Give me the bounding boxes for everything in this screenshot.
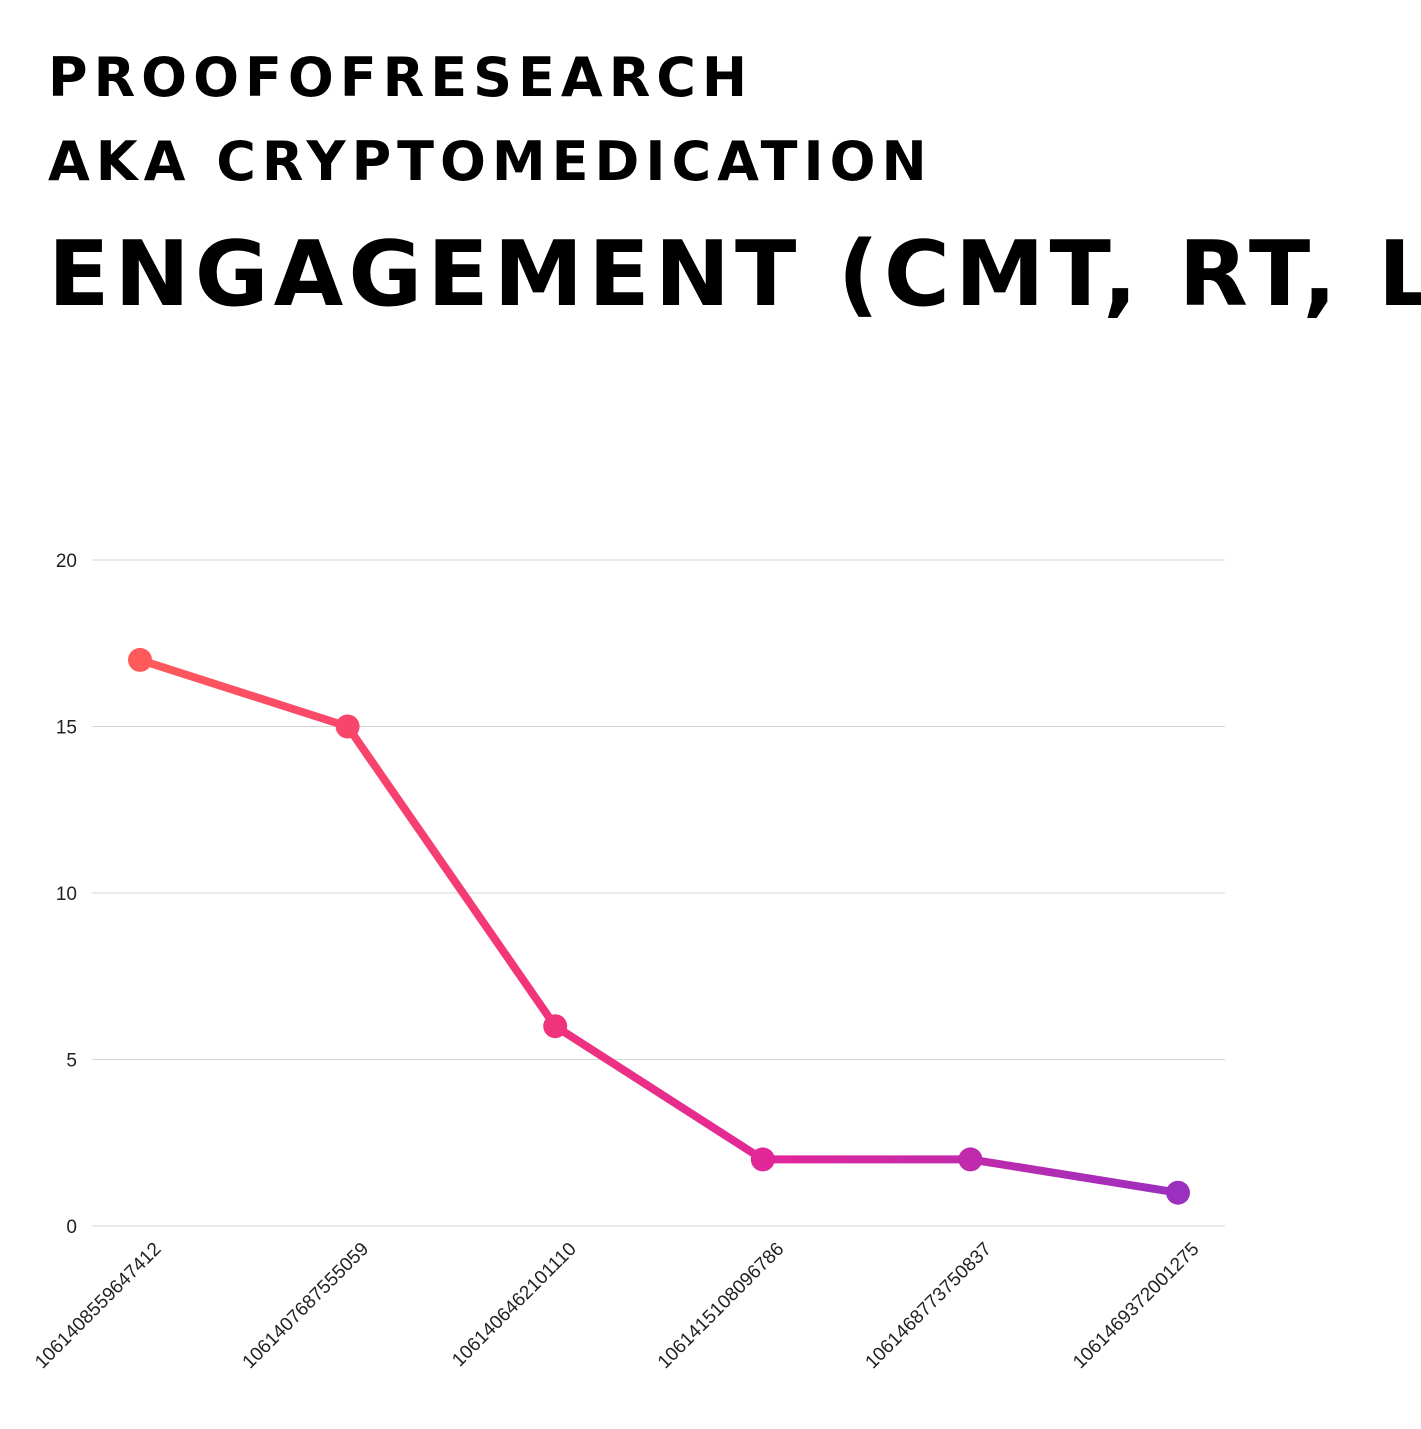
x-tick-label: 1061406462101110: [448, 1239, 580, 1371]
y-axis-ticks: 0 5 10 15 20: [56, 551, 77, 1238]
x-tick-label: 1061415108096786: [654, 1239, 788, 1373]
y-tick-label: 0: [66, 1217, 77, 1238]
series-points: [128, 647, 1190, 1205]
data-point: [335, 714, 360, 739]
x-tick-label: 1061468773750837: [862, 1239, 996, 1373]
x-tick-label: 1061408559647412: [31, 1239, 165, 1373]
y-tick-label: 10: [56, 884, 77, 905]
x-tick-label: 1061469372001275: [1069, 1239, 1203, 1373]
data-point: [543, 1014, 568, 1039]
grid-lines: [92, 559, 1225, 1227]
data-point: [750, 1147, 775, 1172]
subtitle-line-2: AKA CRYPTOMEDICATION: [48, 130, 933, 193]
x-axis-ticks: 1061408559647412 1061407687555059 10614064…: [31, 1239, 1203, 1373]
series-line: [136, 655, 1182, 1197]
subtitle-line-1: PROOFOFRESEARCH: [48, 46, 754, 109]
chart-title: ENGAGEMENT (CMT, RT, L): [48, 222, 1421, 327]
data-point: [1166, 1180, 1190, 1205]
series-line-path: [136, 655, 1182, 1197]
data-point: [958, 1147, 983, 1172]
x-tick-label: 1061407687555059: [239, 1239, 373, 1373]
data-point: [128, 647, 152, 672]
y-tick-label: 20: [56, 551, 77, 572]
y-tick-label: 15: [56, 718, 77, 739]
y-tick-label: 5: [66, 1051, 77, 1072]
